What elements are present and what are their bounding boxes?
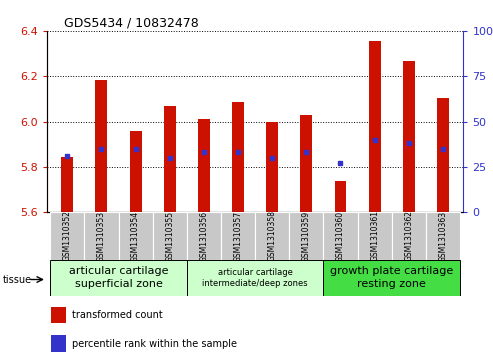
Text: GSM1310362: GSM1310362 (404, 211, 413, 261)
Bar (323, 260, 460, 296)
Bar (130, 131, 141, 212)
Bar (198, 119, 210, 212)
Bar (403, 61, 415, 212)
Text: GSM1310361: GSM1310361 (370, 211, 379, 261)
Text: GSM1310357: GSM1310357 (234, 211, 243, 261)
Bar (221, 212, 255, 260)
Bar (335, 181, 347, 212)
Bar (437, 98, 449, 212)
Text: GSM1310358: GSM1310358 (268, 211, 277, 261)
Bar (323, 212, 357, 260)
Text: GSM1310353: GSM1310353 (97, 211, 106, 261)
Text: GSM1310363: GSM1310363 (438, 211, 448, 261)
Bar (255, 212, 289, 260)
Bar (426, 212, 460, 260)
Text: percentile rank within the sample: percentile rank within the sample (72, 339, 237, 349)
Bar (153, 212, 187, 260)
Bar (50, 212, 84, 260)
Bar (50, 260, 187, 296)
Bar (232, 102, 244, 212)
Bar (84, 212, 118, 260)
Text: growth plate cartilage
resting zone: growth plate cartilage resting zone (330, 266, 454, 289)
Text: articular cartilage
superficial zone: articular cartilage superficial zone (69, 266, 168, 289)
Bar (289, 212, 323, 260)
Bar (51, 335, 66, 352)
Text: transformed count: transformed count (72, 310, 163, 320)
Bar (118, 212, 153, 260)
Text: GSM1310355: GSM1310355 (165, 211, 174, 261)
Bar (369, 41, 381, 212)
Bar (300, 115, 313, 212)
Bar (187, 260, 323, 296)
Bar (61, 157, 73, 212)
Bar (266, 122, 278, 212)
Text: GSM1310359: GSM1310359 (302, 211, 311, 261)
Text: tissue: tissue (2, 274, 32, 285)
Bar (51, 307, 66, 323)
Bar (187, 212, 221, 260)
Text: GSM1310354: GSM1310354 (131, 211, 140, 261)
Text: GSM1310356: GSM1310356 (199, 211, 209, 261)
Bar (357, 212, 392, 260)
Bar (392, 212, 426, 260)
Bar (164, 106, 176, 212)
Bar (96, 79, 107, 212)
Text: GSM1310352: GSM1310352 (63, 211, 72, 261)
Text: GSM1310360: GSM1310360 (336, 211, 345, 261)
Text: articular cartilage
intermediate/deep zones: articular cartilage intermediate/deep zo… (202, 268, 308, 288)
Text: GDS5434 / 10832478: GDS5434 / 10832478 (64, 16, 199, 29)
